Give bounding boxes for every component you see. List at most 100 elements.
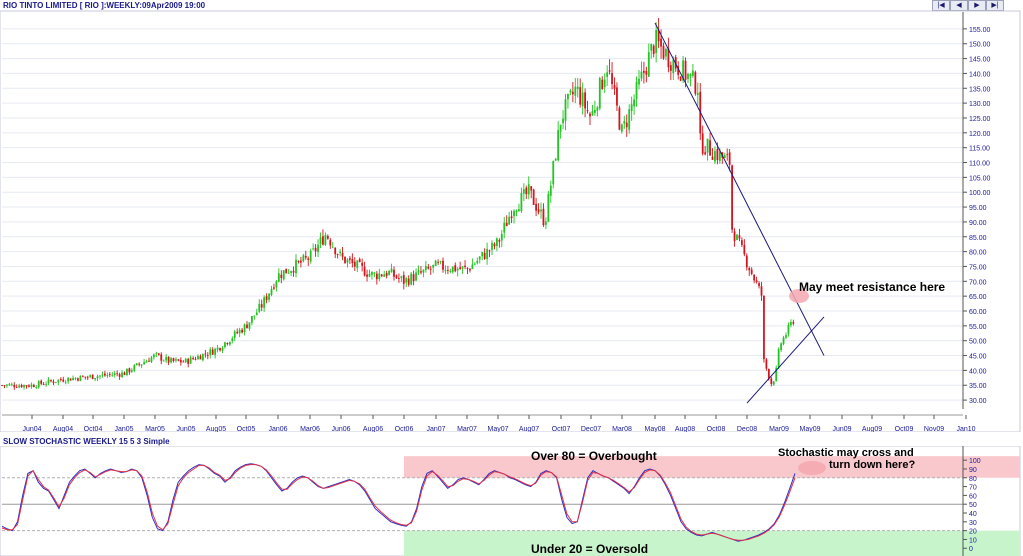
price-x-tick-label: Dec07 — [581, 426, 601, 432]
candle-body — [402, 275, 405, 284]
candle-body — [437, 262, 439, 264]
candle-body — [162, 360, 165, 362]
candle-body — [302, 255, 305, 262]
candle-body — [692, 70, 694, 76]
price-y-tick-label: 70.00 — [969, 279, 987, 286]
candle-body — [368, 273, 371, 277]
price-y-tick-label: 65.00 — [969, 294, 987, 301]
candle-body — [99, 375, 101, 377]
candle-body — [351, 259, 354, 263]
candle-body — [187, 358, 190, 364]
candle-body — [248, 322, 251, 329]
candle-body — [145, 361, 148, 363]
candle-body — [540, 209, 542, 212]
price-x-tick-label: Jan06 — [268, 426, 287, 432]
candle-body — [753, 274, 756, 281]
candle-body — [723, 155, 726, 158]
candle-body — [361, 262, 364, 266]
candle-body — [175, 359, 177, 361]
candle-body — [765, 359, 768, 369]
candle-body — [50, 380, 52, 382]
candle-body — [13, 384, 16, 388]
stochastic-y-tick-label: 100 — [969, 458, 981, 465]
price-x-tick-label: Jun04 — [22, 426, 41, 432]
resistance-annotation: May meet resistance here — [799, 280, 945, 294]
candle-body — [202, 353, 204, 361]
candle-body — [157, 353, 160, 355]
candle-body — [167, 356, 170, 363]
candle-body — [672, 59, 675, 74]
price-y-tick-label: 105.00 — [969, 175, 991, 182]
price-x-tick-label: Oct04 — [84, 426, 103, 432]
candle-body — [701, 133, 704, 154]
price-x-tick-label: Aug04 — [53, 426, 73, 432]
candle-body — [633, 99, 635, 107]
candle-body — [623, 120, 626, 124]
candle-body — [503, 222, 506, 233]
candle-body — [280, 274, 283, 278]
candle-body — [741, 240, 743, 245]
candle-body — [777, 349, 780, 368]
candle-body — [567, 93, 569, 100]
candle-body — [371, 271, 373, 275]
candle-body — [412, 274, 415, 282]
price-x-tick-label: Aug06 — [363, 426, 383, 432]
candle-body — [410, 273, 413, 285]
candle-body — [476, 260, 479, 264]
candle-body — [295, 259, 297, 274]
candle-body — [246, 324, 248, 329]
candle-body — [520, 192, 523, 212]
candle-body — [432, 264, 435, 268]
candle-body — [358, 259, 361, 263]
support-trendline — [746, 316, 825, 404]
candle-body — [353, 261, 356, 267]
candle-body — [532, 189, 535, 205]
candle-body — [493, 243, 496, 247]
price-x-tick-label: Oct09 — [895, 426, 914, 432]
oversold-label: Under 20 = Oversold — [531, 542, 648, 556]
candle-body — [429, 268, 432, 270]
candle-body — [74, 378, 77, 379]
candle-body — [755, 280, 758, 283]
candle-body — [500, 233, 503, 241]
candle-body — [194, 358, 197, 360]
candle-body — [611, 73, 613, 85]
candle-body — [616, 87, 618, 106]
candle-body — [317, 244, 319, 253]
price-y-tick-label: 45.00 — [969, 354, 987, 361]
candle-body — [767, 368, 770, 379]
candle-body — [216, 347, 219, 350]
candle-body — [770, 378, 773, 385]
candle-body — [233, 331, 236, 338]
candle-body — [20, 385, 23, 388]
candle-body — [537, 209, 540, 213]
price-x-tick-label: Oct08 — [707, 426, 726, 432]
price-y-tick-label: 115.00 — [969, 146, 990, 153]
candle-body — [549, 185, 552, 196]
candle-body — [513, 211, 515, 217]
candle-body — [792, 322, 795, 324]
candle-body — [731, 165, 733, 230]
candle-body — [108, 374, 111, 375]
candle-body — [733, 231, 736, 242]
candle-body — [84, 376, 87, 378]
stochastic-y-tick-label: 30 — [969, 520, 977, 527]
price-x-tick-label: Jun09 — [832, 426, 851, 432]
candle-body — [378, 273, 381, 280]
candle-body — [81, 376, 84, 378]
candle-body — [241, 329, 243, 333]
candle-body — [442, 260, 444, 270]
candle-body — [655, 29, 658, 54]
price-y-tick-label: 40.00 — [969, 368, 987, 375]
candle-body — [89, 375, 92, 377]
candle-body — [498, 240, 501, 242]
candle-body — [628, 109, 631, 130]
stochastic-annotation-line1: Stochastic may cross and — [778, 447, 914, 459]
candle-body — [667, 48, 670, 68]
candle-body — [118, 374, 121, 377]
candle-body — [86, 376, 89, 378]
price-x-tick-label: May09 — [799, 426, 820, 432]
candle-body — [346, 259, 349, 263]
candle-body — [601, 79, 604, 90]
candle-body — [405, 278, 408, 283]
